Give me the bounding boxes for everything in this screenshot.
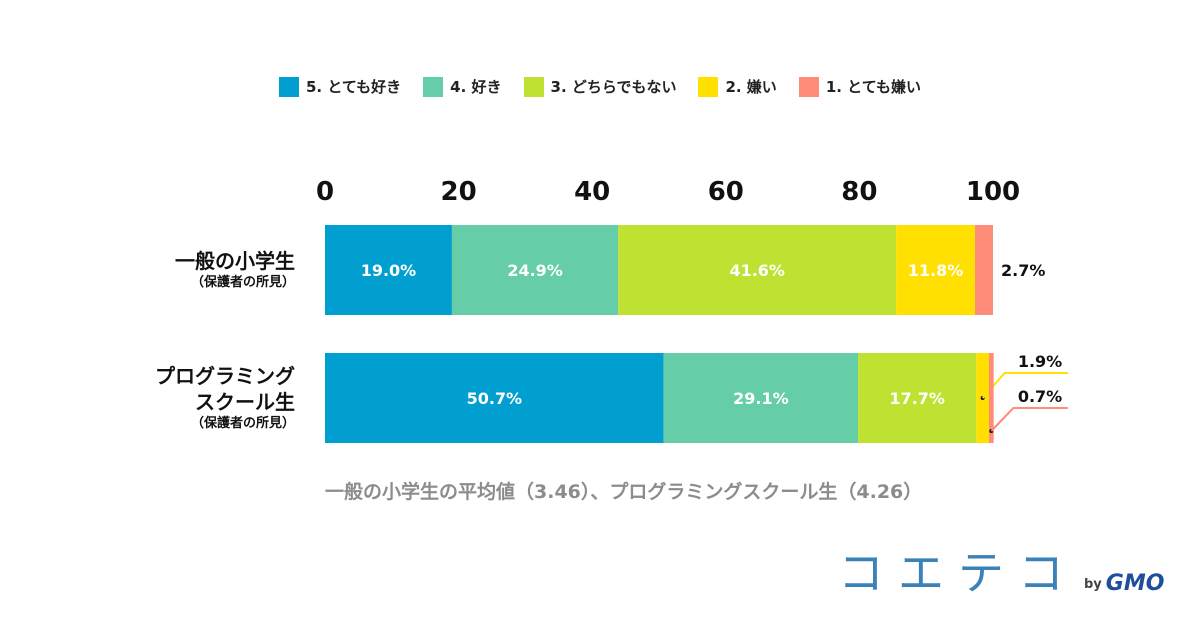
legend-item: 3. どちらでもない: [523, 76, 677, 97]
chart-legend: 5. とても好き 4. 好き 3. どちらでもない 2. 嫌い 1. とても嫌い: [0, 76, 1200, 97]
legend-item: 4. 好き: [423, 76, 502, 97]
legend-swatch: [423, 76, 444, 97]
data-label: 29.1%: [733, 389, 789, 408]
legend-swatch: [279, 76, 299, 97]
data-label: 41.6%: [729, 261, 785, 280]
x-tick-label: 0: [316, 177, 334, 207]
legend-label: 5. とても好き: [306, 78, 402, 96]
legend-label: 2. 嫌い: [725, 78, 777, 96]
bar-segment: [896, 225, 975, 315]
legend-item: 2. 嫌い: [698, 76, 777, 97]
brand-logo: コエテコ by GMO: [838, 548, 1164, 598]
x-tick-label: 60: [708, 177, 744, 207]
x-tick-label: 40: [574, 177, 610, 207]
x-tick-label: 80: [841, 177, 877, 207]
bar-segment: [858, 353, 977, 443]
legend-swatch: [698, 76, 719, 97]
bar-segment: [325, 353, 664, 443]
data-label: 17.7%: [889, 389, 945, 408]
logo-by: by: [1084, 577, 1102, 592]
logo-wordmark: コエテコ: [838, 546, 1078, 600]
footnote: 一般の小学生の平均値（3.46）、プログラミングスクール生（4.26）: [325, 481, 923, 503]
data-label: 11.8%: [908, 261, 964, 280]
data-label: 19.0%: [361, 261, 417, 280]
bar-segment: [451, 225, 619, 315]
bar-segment: [325, 225, 452, 315]
category-name: 一般の小学生: [175, 249, 295, 273]
legend-label: 4. 好き: [450, 78, 502, 96]
category-label: プログラミング スクール生 （保護者の所見）: [155, 363, 295, 433]
legend-label: 1. とても嫌い: [825, 78, 921, 96]
bar-segment: [618, 225, 897, 315]
x-tick-label: 100: [966, 177, 1020, 207]
category-name: スクール生: [195, 390, 295, 414]
category-subtitle: （保護者の所見）: [190, 416, 295, 431]
legend-item: 1. とても嫌い: [798, 76, 921, 97]
bar-segment: [988, 353, 994, 443]
leader-line: [990, 407, 1068, 432]
logo-brand: GMO: [1105, 571, 1165, 596]
legend-item: 5. とても好き: [279, 76, 401, 97]
bar-segment: [974, 225, 993, 315]
legend-swatch: [798, 76, 819, 97]
data-label: 2.7%: [1001, 261, 1045, 280]
legend-label: 3. どちらでもない: [550, 78, 677, 96]
data-label: 50.7%: [467, 389, 523, 408]
x-tick-label: 20: [441, 177, 477, 207]
category-subtitle: （保護者の所見）: [190, 275, 295, 290]
legend-swatch: [523, 76, 544, 97]
data-label: 1.9%: [1018, 352, 1062, 371]
data-label: 0.7%: [1018, 387, 1062, 406]
data-label: 24.9%: [507, 261, 563, 280]
category-label: 一般の小学生 （保護者の所見）: [175, 248, 295, 292]
category-name: プログラミング: [155, 364, 295, 388]
bar-segment: [663, 353, 859, 443]
